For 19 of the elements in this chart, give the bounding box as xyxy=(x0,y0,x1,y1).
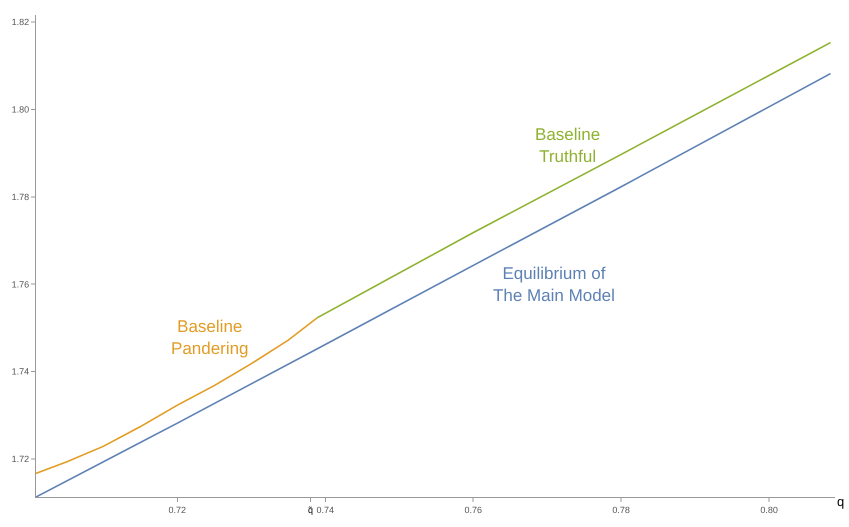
x-tick-label: 0.76 xyxy=(464,504,482,515)
annotation: Baseline Pandering xyxy=(171,317,249,358)
annotation: Baseline Truthful xyxy=(535,125,600,166)
x-axis-title: q xyxy=(837,494,844,509)
line-series xyxy=(36,317,318,474)
y-tick-label: 1.72 xyxy=(12,454,30,464)
y-tick-label: 1.76 xyxy=(12,279,30,290)
x-tick-label: 0.78 xyxy=(612,504,630,515)
x-tick-label: 0.80 xyxy=(760,504,778,515)
line-series xyxy=(36,72,832,497)
y-tick-label: 1.82 xyxy=(12,17,30,28)
line-series xyxy=(316,42,832,319)
x-tick-label: 0.72 xyxy=(168,504,186,515)
y-tick-label: 1.80 xyxy=(12,104,30,115)
x-tick-label: q̃ xyxy=(308,504,313,515)
y-tick-label: 1.78 xyxy=(12,192,30,202)
annotation: Equilibrium of The Main Model xyxy=(493,264,615,306)
x-tick-label: 0.74 xyxy=(316,504,334,515)
y-tick-label: 1.74 xyxy=(12,366,30,377)
